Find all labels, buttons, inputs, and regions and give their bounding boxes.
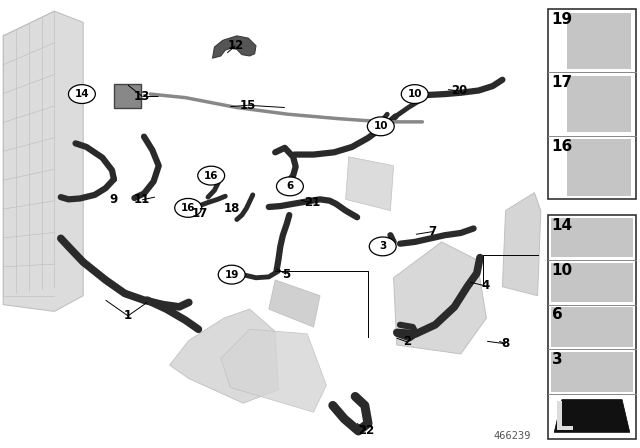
Text: 14: 14 <box>552 218 573 233</box>
Text: 4: 4 <box>481 279 489 293</box>
Bar <box>551 352 633 392</box>
Circle shape <box>401 85 428 103</box>
Text: 9: 9 <box>110 193 118 207</box>
Text: 22: 22 <box>358 423 374 437</box>
Text: 19: 19 <box>552 12 573 26</box>
Polygon shape <box>3 11 83 311</box>
Text: 14: 14 <box>75 89 89 99</box>
Text: 16: 16 <box>181 203 195 213</box>
Circle shape <box>198 166 225 185</box>
Bar <box>551 218 633 257</box>
Text: 8: 8 <box>502 337 509 350</box>
Text: 6: 6 <box>286 181 294 191</box>
Text: 10: 10 <box>374 121 388 131</box>
Bar <box>551 263 633 302</box>
Text: 17: 17 <box>552 75 573 90</box>
Text: 3: 3 <box>552 352 563 367</box>
Polygon shape <box>554 400 630 432</box>
Bar <box>567 13 631 69</box>
Circle shape <box>276 177 303 196</box>
Text: 5: 5 <box>282 267 290 281</box>
Text: 15: 15 <box>239 99 256 112</box>
Text: 10: 10 <box>552 263 573 277</box>
Text: 466239: 466239 <box>493 431 531 441</box>
Text: 12: 12 <box>227 39 244 52</box>
Polygon shape <box>394 242 486 354</box>
Text: 21: 21 <box>304 196 321 210</box>
Text: 20: 20 <box>451 84 468 98</box>
Bar <box>551 307 633 347</box>
Polygon shape <box>212 36 256 58</box>
Circle shape <box>175 198 202 217</box>
Circle shape <box>68 85 95 103</box>
Text: 16: 16 <box>552 138 573 154</box>
Text: 18: 18 <box>224 202 241 215</box>
Text: 10: 10 <box>408 89 422 99</box>
Text: 11: 11 <box>134 193 150 207</box>
Polygon shape <box>502 193 541 296</box>
Polygon shape <box>221 329 326 412</box>
Bar <box>548 9 636 199</box>
Bar <box>567 76 631 132</box>
Circle shape <box>367 117 394 136</box>
Text: 16: 16 <box>204 171 218 181</box>
Bar <box>548 215 636 439</box>
Text: 17: 17 <box>191 207 208 220</box>
Text: 13: 13 <box>134 90 150 103</box>
Polygon shape <box>346 157 394 211</box>
Text: 1: 1 <box>124 309 132 323</box>
Text: 3: 3 <box>379 241 387 251</box>
Text: 19: 19 <box>225 270 239 280</box>
Polygon shape <box>170 309 278 403</box>
Text: 6: 6 <box>552 307 563 322</box>
Text: 2: 2 <box>403 335 411 349</box>
Bar <box>567 139 631 196</box>
Circle shape <box>218 265 245 284</box>
Text: 7: 7 <box>429 225 436 238</box>
Bar <box>114 84 141 108</box>
Circle shape <box>369 237 396 256</box>
Polygon shape <box>269 280 320 327</box>
Polygon shape <box>557 401 573 430</box>
